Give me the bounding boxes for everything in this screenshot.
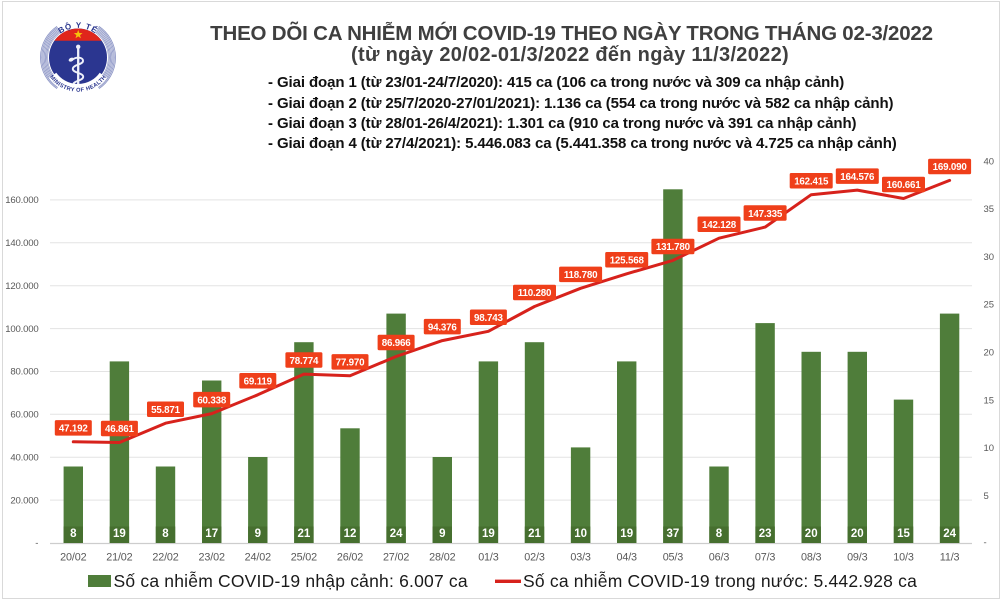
svg-text:60.000: 60.000 (10, 410, 38, 421)
svg-text:05/3: 05/3 (663, 551, 684, 563)
svg-text:15: 15 (897, 528, 910, 540)
svg-text:20: 20 (851, 528, 864, 540)
svg-text:BỘ Y TẾ: BỘ Y TẾ (57, 21, 100, 36)
svg-text:140.000: 140.000 (5, 238, 38, 249)
svg-text:20: 20 (805, 528, 818, 540)
svg-text:01/3: 01/3 (478, 551, 499, 563)
svg-text:17: 17 (205, 528, 218, 540)
svg-text:9: 9 (439, 528, 445, 540)
svg-text:09/3: 09/3 (847, 551, 868, 563)
svg-text:47.192: 47.192 (59, 424, 89, 435)
svg-text:8: 8 (162, 528, 169, 540)
svg-text:03/3: 03/3 (570, 551, 591, 563)
svg-text:80.000: 80.000 (10, 367, 38, 378)
svg-text:160.000: 160.000 (5, 195, 38, 206)
svg-text:94.376: 94.376 (428, 322, 458, 333)
svg-text:60.338: 60.338 (197, 395, 227, 406)
svg-text:100.000: 100.000 (5, 324, 38, 335)
svg-text:5: 5 (984, 491, 989, 502)
svg-text:160.661: 160.661 (886, 180, 921, 191)
svg-text:147.335: 147.335 (748, 209, 783, 220)
svg-text:04/3: 04/3 (616, 551, 637, 563)
svg-text:30: 30 (984, 252, 995, 263)
svg-text:8: 8 (716, 528, 723, 540)
svg-text:46.861: 46.861 (105, 424, 135, 435)
svg-text:22/02: 22/02 (152, 551, 178, 563)
svg-text:-: - (35, 538, 38, 549)
svg-text:24/02: 24/02 (245, 551, 271, 563)
svg-text:8: 8 (70, 528, 77, 540)
svg-text:10: 10 (984, 443, 995, 454)
svg-text:78.774: 78.774 (290, 356, 320, 367)
svg-text:77.970: 77.970 (336, 358, 366, 369)
svg-text:142.128: 142.128 (702, 220, 737, 231)
svg-text:06/3: 06/3 (709, 551, 730, 563)
svg-text:86.966: 86.966 (382, 338, 412, 349)
svg-text:27/02: 27/02 (383, 551, 409, 563)
svg-text:69.119: 69.119 (244, 377, 273, 388)
svg-text:21/02: 21/02 (106, 551, 132, 563)
svg-text:19: 19 (113, 528, 126, 540)
svg-text:9: 9 (255, 528, 261, 540)
svg-text:20: 20 (984, 348, 995, 359)
svg-text:02/3: 02/3 (524, 551, 545, 563)
svg-text:26/02: 26/02 (337, 551, 363, 563)
svg-text:11/3: 11/3 (940, 551, 960, 563)
svg-text:21: 21 (528, 528, 541, 540)
svg-text:55.871: 55.871 (151, 405, 181, 416)
svg-text:-: - (984, 538, 987, 549)
svg-text:37: 37 (667, 528, 680, 540)
svg-text:35: 35 (984, 204, 995, 215)
svg-text:25/02: 25/02 (291, 551, 317, 563)
svg-text:110.280: 110.280 (518, 288, 552, 299)
svg-text:10/3: 10/3 (893, 551, 914, 563)
svg-text:118.780: 118.780 (564, 270, 598, 281)
svg-text:25: 25 (984, 300, 995, 311)
svg-text:10: 10 (574, 528, 587, 540)
svg-text:21: 21 (298, 528, 311, 540)
svg-text:23: 23 (759, 528, 772, 540)
svg-text:131.780: 131.780 (656, 242, 691, 253)
svg-text:08/3: 08/3 (801, 551, 822, 563)
svg-text:24: 24 (943, 528, 956, 540)
svg-text:Số ca nhiễm COVID-19 trong nướ: Số ca nhiễm COVID-19 trong nước: 5.442.9… (523, 570, 917, 591)
svg-text:28/02: 28/02 (429, 551, 455, 563)
svg-text:20/02: 20/02 (60, 551, 86, 563)
svg-text:164.576: 164.576 (840, 172, 875, 183)
svg-text:120.000: 120.000 (5, 281, 38, 292)
svg-text:98.743: 98.743 (474, 313, 504, 324)
svg-text:162.415: 162.415 (794, 176, 829, 187)
svg-text:15: 15 (984, 395, 995, 406)
svg-text:07/3: 07/3 (755, 551, 776, 563)
svg-text:23/02: 23/02 (199, 551, 225, 563)
svg-text:19: 19 (620, 528, 633, 540)
svg-text:12: 12 (344, 528, 357, 540)
svg-text:169.090: 169.090 (933, 162, 968, 173)
svg-text:Số ca nhiễm COVID-19 nhập cảnh: Số ca nhiễm COVID-19 nhập cảnh: 6.007 ca (114, 570, 468, 591)
svg-text:20.000: 20.000 (10, 495, 38, 506)
svg-text:19: 19 (482, 528, 495, 540)
svg-text:125.568: 125.568 (610, 256, 645, 267)
svg-text:40.000: 40.000 (10, 452, 38, 463)
svg-text:40: 40 (984, 156, 995, 167)
svg-text:24: 24 (390, 528, 403, 540)
